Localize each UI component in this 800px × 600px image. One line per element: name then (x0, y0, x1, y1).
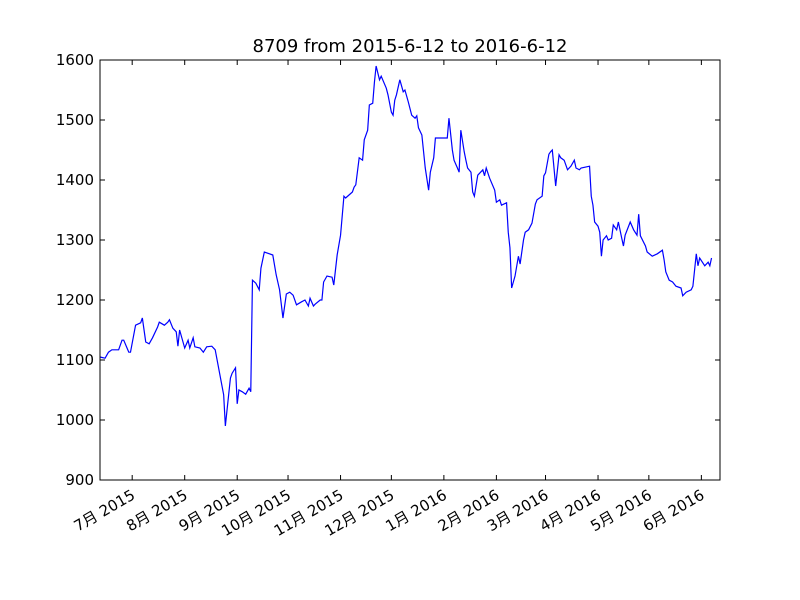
plot-frame (99, 59, 721, 481)
y-tick-label: 1200 (56, 291, 94, 309)
y-tick-label: 1300 (56, 231, 94, 249)
y-tick-label: 1500 (56, 111, 94, 129)
y-tick-label: 1000 (56, 411, 94, 429)
price-line (99, 65, 713, 427)
chart-title: 8709 from 2015-6-12 to 2016-6-12 (253, 36, 568, 57)
y-tick-label: 1400 (56, 171, 94, 189)
y-tick-label: 1100 (56, 351, 94, 369)
y-tick-label: 900 (65, 471, 94, 489)
y-tick-label: 1600 (56, 51, 94, 69)
